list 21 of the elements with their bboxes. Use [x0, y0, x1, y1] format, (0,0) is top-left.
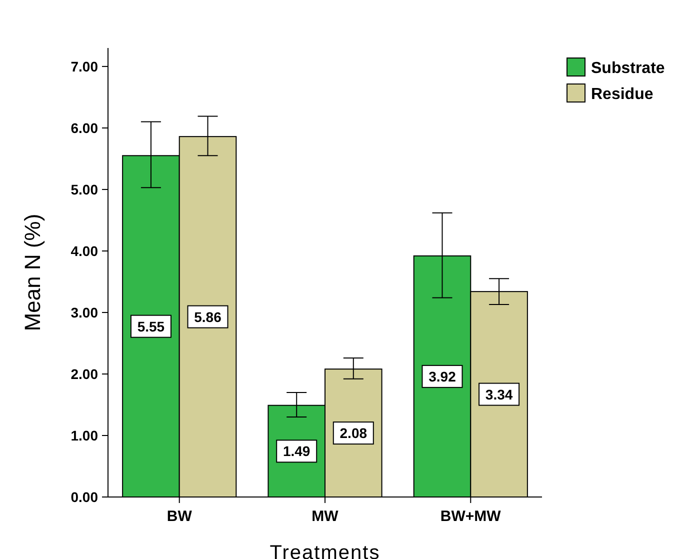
data-label: 1.49: [282, 443, 310, 460]
data-label: 3.34: [485, 386, 513, 402]
data-label: 5.55: [137, 318, 165, 334]
y-tick-label: 5.00: [70, 181, 98, 198]
x-axis-title: Treatments: [270, 542, 380, 559]
y-tick-label: 1.00: [70, 427, 98, 444]
y-tick-label: 7.00: [70, 58, 98, 74]
x-tick-label: BW+MW: [440, 508, 502, 525]
data-label: 5.86: [194, 308, 222, 325]
y-tick-label: 2.00: [70, 366, 98, 382]
x-tick-label: BW: [166, 508, 193, 525]
data-label: 3.92: [428, 368, 456, 384]
x-tick-label: MW: [312, 508, 340, 525]
legend-label: Substrate: [591, 60, 665, 77]
y-tick-label: 3.00: [70, 304, 98, 320]
legend-label: Residue: [591, 86, 654, 103]
y-tick-label: 4.00: [70, 242, 98, 259]
y-axis-title: Mean N (%): [20, 214, 45, 332]
y-tick-label: 0.00: [70, 489, 98, 505]
y-tick-label: 6.00: [70, 120, 98, 136]
data-label: 2.08: [340, 425, 368, 442]
